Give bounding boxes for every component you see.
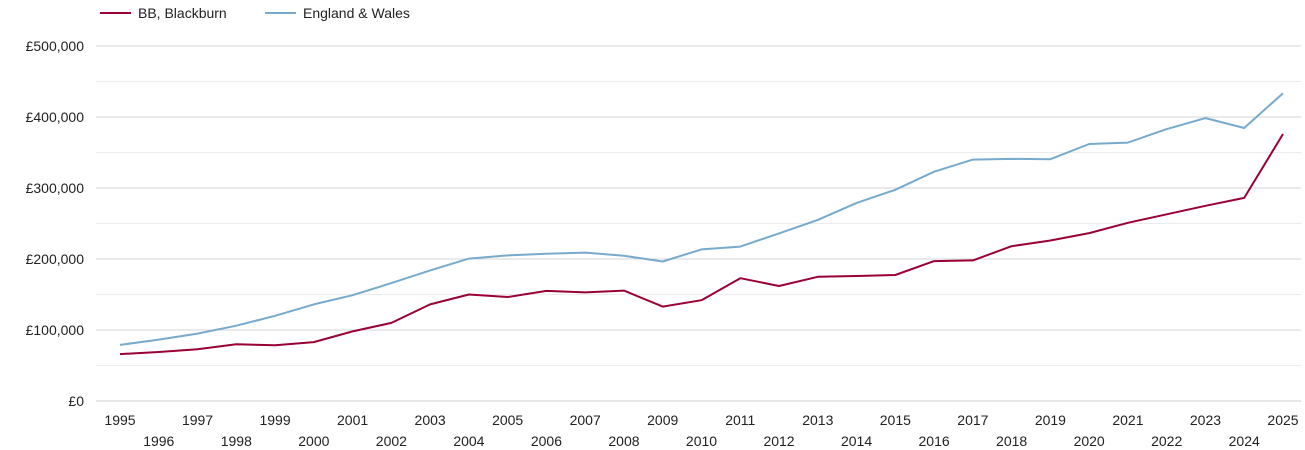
x-tick-label: 2022: [1151, 433, 1182, 449]
x-tick-label: 2001: [337, 412, 368, 428]
x-tick-label: 1997: [182, 412, 213, 428]
y-tick-label: £100,000: [26, 322, 85, 338]
y-tick-label: £300,000: [26, 180, 85, 196]
y-tick-label: £500,000: [26, 38, 85, 54]
x-tick-label: 1996: [143, 433, 174, 449]
x-tick-label: 2003: [415, 412, 446, 428]
x-tick-label: 2012: [763, 433, 794, 449]
x-tick-label: 2007: [570, 412, 601, 428]
x-tick-label: 2020: [1074, 433, 1105, 449]
legend-label-0: BB, Blackburn: [138, 5, 227, 21]
x-tick-label: 2023: [1190, 412, 1221, 428]
series-line-0: [119, 133, 1284, 356]
x-tick-label: 2019: [1035, 412, 1066, 428]
x-tick-label: 2016: [919, 433, 950, 449]
gridlines: [96, 45, 1301, 402]
x-axis-tick-labels: 1995 1996 1997 1998 1999 2000 2001 2002 2003 2004…: [104, 412, 1298, 449]
x-tick-label: 2021: [1112, 412, 1143, 428]
x-tick-label: 2002: [376, 433, 407, 449]
legend: BB, Blackburn England & Wales: [100, 5, 410, 21]
x-tick-label: 2017: [957, 412, 988, 428]
x-tick-label: 2010: [686, 433, 717, 449]
x-tick-label: 2011: [725, 412, 755, 428]
y-axis-tick-labels: £0 £100,000 £200,000 £300,000 £400,000 £500,0…: [26, 38, 85, 409]
x-tick-label: 1995: [104, 412, 135, 428]
series-line-1: [119, 92, 1284, 346]
x-tick-label: 2018: [996, 433, 1027, 449]
x-tick-label: 2015: [880, 412, 911, 428]
x-tick-label: 2014: [841, 433, 872, 449]
x-tick-label: 2006: [531, 433, 562, 449]
y-tick-label: £200,000: [26, 251, 85, 267]
x-tick-label: 2009: [647, 412, 678, 428]
x-tick-label: 2008: [608, 433, 639, 449]
legend-label-1: England & Wales: [303, 5, 410, 21]
x-tick-label: 2005: [492, 412, 523, 428]
x-tick-label: 2013: [802, 412, 833, 428]
x-tick-label: 1999: [259, 412, 290, 428]
x-tick-label: 1998: [221, 433, 252, 449]
x-tick-label: 2024: [1229, 433, 1260, 449]
x-tick-label: 2000: [298, 433, 329, 449]
x-tick-label: 2004: [453, 433, 484, 449]
x-tick-label: 2025: [1267, 412, 1298, 428]
y-tick-label: £400,000: [26, 109, 85, 125]
series-lines: [119, 92, 1284, 356]
y-tick-label: £0: [68, 393, 84, 409]
